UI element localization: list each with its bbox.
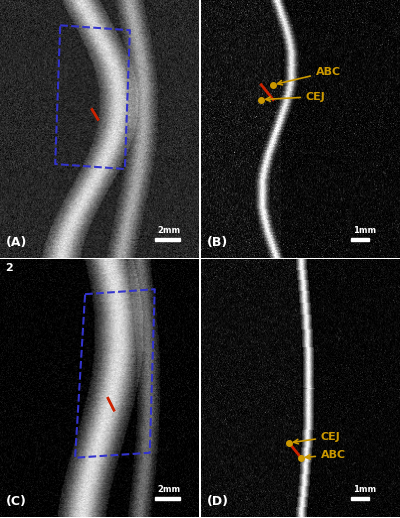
Text: ABC: ABC [306,450,346,460]
Text: (C): (C) [6,495,26,508]
Text: 2mm: 2mm [158,485,181,494]
Text: (B): (B) [206,236,228,249]
Text: (D): (D) [206,495,228,508]
Text: (A): (A) [6,236,27,249]
Text: ABC: ABC [278,67,341,85]
Bar [351,238,369,241]
Text: 1mm: 1mm [353,485,376,494]
Text: CEJ: CEJ [294,432,341,444]
Text: 2: 2 [6,263,13,274]
Text: CEJ: CEJ [266,92,326,102]
Bar [155,497,180,500]
Bar [155,238,180,241]
Bar [351,497,369,500]
Text: 1mm: 1mm [353,226,376,235]
Text: 2mm: 2mm [158,226,181,235]
